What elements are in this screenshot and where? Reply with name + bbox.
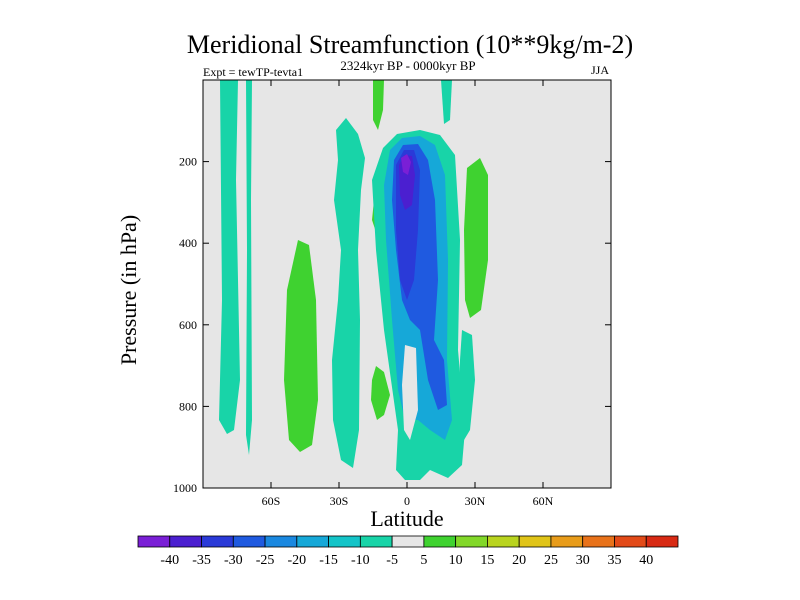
colorbar-box <box>518 535 552 548</box>
y-tick-label: 400 <box>179 236 197 250</box>
band-top-eq <box>373 80 384 130</box>
plot-area: 60S 30S 0 30N 60N 200 400 600 800 1000 <box>173 79 612 508</box>
colorbar-box <box>645 535 679 548</box>
colorbar-box <box>455 535 488 548</box>
colorbar-label: -10 <box>351 553 370 568</box>
y-ticks: 200 400 600 800 1000 <box>173 155 611 495</box>
left-string: Expt = tewTP-tevta1 <box>203 65 303 79</box>
band-68S <box>246 80 252 455</box>
colorbar: -40 -35 -30 -25 -20 -15 -10 -5 5 10 15 20 25 30 35 40 <box>137 535 679 568</box>
colorbar-box <box>550 535 584 548</box>
band-28N <box>464 158 488 318</box>
band-30S <box>332 118 365 468</box>
colorbar-box <box>264 535 298 548</box>
band-28N-low <box>459 330 475 440</box>
cell-core-max <box>401 154 411 175</box>
colorbar-box <box>391 535 425 548</box>
colorbar-box <box>232 535 266 548</box>
colorbar-label: 25 <box>544 553 558 568</box>
colorbar-label: -15 <box>319 553 338 568</box>
colorbar-box <box>201 535 234 548</box>
y-tick-label: 1000 <box>173 481 197 495</box>
colorbar-box <box>328 535 361 548</box>
x-tick-label: 0 <box>404 494 410 508</box>
band-top-15N <box>441 80 452 124</box>
band-75S <box>219 80 240 434</box>
colorbar-box <box>169 535 202 548</box>
colorbar-box <box>296 535 329 548</box>
colorbar-label: 5 <box>420 553 427 568</box>
colorbar-label: -35 <box>192 553 211 568</box>
band-12S-low <box>371 366 390 420</box>
colorbar-label: -25 <box>256 553 275 568</box>
contour-fills <box>219 80 488 480</box>
x-tick-label: 30N <box>465 494 486 508</box>
colorbar-label: 15 <box>480 553 494 568</box>
center-string: 2324kyr BP - 0000kyr BP <box>340 58 475 73</box>
colorbar-label: 30 <box>576 553 590 568</box>
colorbar-label: -40 <box>160 553 179 568</box>
colorbar-box <box>359 535 393 548</box>
colorbar-box <box>487 535 520 548</box>
colorbar-box <box>423 535 457 548</box>
x-tick-label: 30S <box>330 494 349 508</box>
x-tick-label: 60N <box>533 494 554 508</box>
chart-title: Meridional Streamfunction (10**9kg/m-2) <box>187 30 633 59</box>
x-ticks: 60S 30S 0 30N 60N <box>262 80 554 508</box>
y-tick-label: 600 <box>179 318 197 332</box>
right-string: JJA <box>591 63 609 77</box>
x-axis-label: Latitude <box>370 506 443 531</box>
y-tick-label: 800 <box>179 399 197 413</box>
colorbar-label: 20 <box>512 553 526 568</box>
colorbar-label: -20 <box>287 553 306 568</box>
cell-lower-gap <box>402 345 418 440</box>
colorbar-label: 40 <box>639 553 653 568</box>
colorbar-label: -5 <box>386 553 398 568</box>
colorbar-label: -30 <box>224 553 243 568</box>
x-tick-label: 60S <box>262 494 281 508</box>
y-tick-label: 200 <box>179 155 197 169</box>
colorbar-label: 35 <box>607 553 621 568</box>
band-50S <box>284 240 318 452</box>
colorbar-box <box>137 535 171 548</box>
colorbar-box <box>614 535 647 548</box>
y-axis-label: Pressure (in hPa) <box>116 215 141 365</box>
colorbar-box <box>582 535 615 548</box>
colorbar-label: 10 <box>449 553 463 568</box>
